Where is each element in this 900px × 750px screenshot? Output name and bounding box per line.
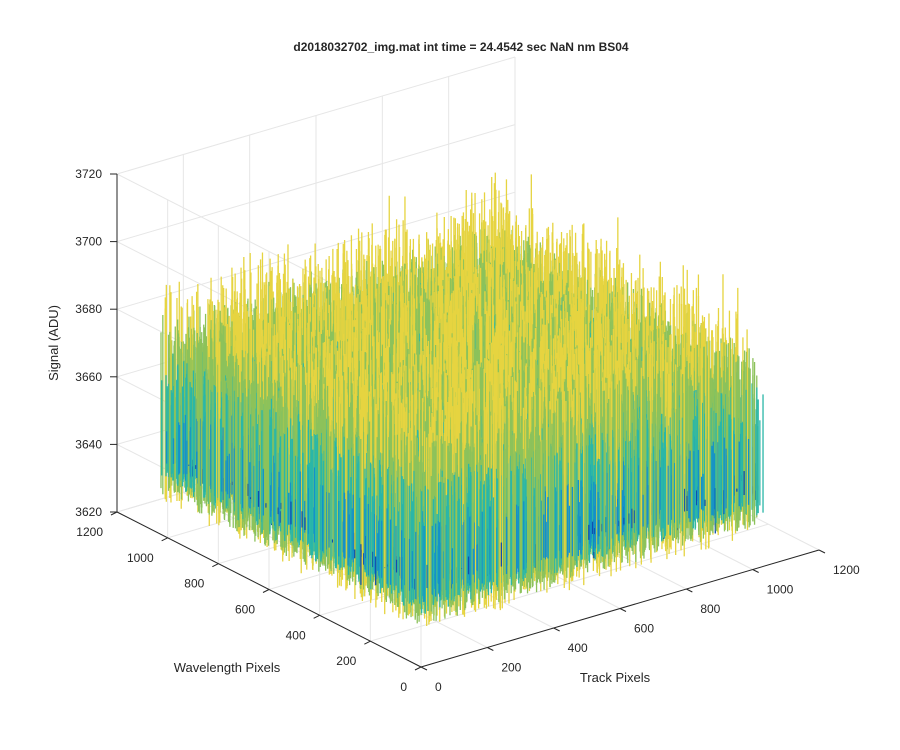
- surface-mesh: [161, 173, 763, 626]
- chart-title: d2018032702_img.mat int time = 24.4542 s…: [293, 40, 629, 54]
